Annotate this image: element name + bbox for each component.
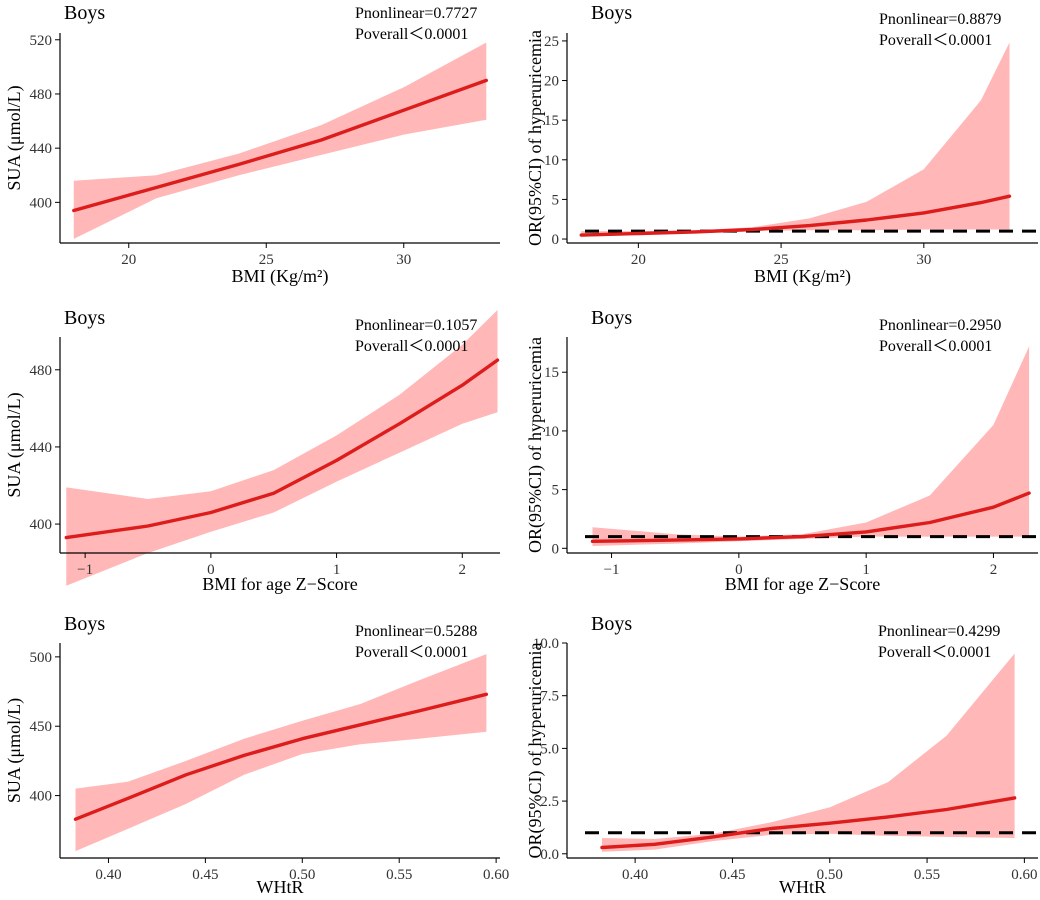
x-tick-label: 0.60 — [483, 867, 509, 883]
y-tick-label: 25 — [544, 34, 559, 50]
confidence-band — [592, 346, 1030, 546]
x-tick-label: 30 — [916, 252, 931, 268]
y-tick-label: 20 — [544, 74, 559, 90]
confidence-band — [66, 310, 498, 586]
x-tick-label: 0.45 — [192, 867, 218, 883]
y-tick-label: 480 — [30, 363, 53, 379]
x-tick-label: 0.45 — [719, 867, 745, 883]
p-value-annotation: Pnonlinear=0.8879 — [879, 11, 1001, 28]
confidence-band — [581, 42, 1010, 237]
x-tick-label: 0.50 — [289, 867, 315, 883]
y-tick-label: 400 — [30, 517, 53, 533]
x-tick-label: 25 — [774, 252, 789, 268]
y-tick-label: 15 — [544, 365, 559, 381]
x-tick-label: −1 — [604, 562, 620, 578]
x-tick-label: −1 — [77, 562, 93, 578]
x-axis-title: BMI (Kg/m²) — [232, 266, 329, 287]
y-axis-title: SUA (μmol/L) — [4, 85, 25, 190]
y-tick-label: 2.5 — [540, 794, 559, 810]
panel-3: −1 0 1 2 400 440 480 Boys Pnonlinear=0.1057 Pover… — [4, 307, 500, 594]
confidence-band — [602, 653, 1015, 852]
y-axis-title: SUA (μmol/L) — [4, 392, 25, 497]
panel-title: Boys — [591, 2, 632, 24]
x-tick-label: 25 — [259, 252, 274, 268]
fitted-curve — [64, 358, 500, 540]
x-tick-label: 0.50 — [817, 867, 843, 883]
y-tick-label: 520 — [30, 33, 53, 49]
y-tick-label: 10.0 — [533, 636, 559, 652]
panel-1: 20 25 30 400 440 480 520 Boys Pnonlinear=0.7727 P… — [4, 2, 500, 287]
y-tick-label: 500 — [30, 650, 53, 666]
x-axis-title: WHtR — [779, 877, 826, 897]
p-value-annotation: Poverall＜0.0001 — [879, 32, 992, 49]
x-tick-label: 2 — [990, 562, 998, 578]
y-tick-label: 10 — [544, 424, 559, 440]
panel-6: 0.40 0.45 0.50 0.55 0.60 0.0 2.5 5.0 7.5 10.0 Boys… — [525, 613, 1038, 897]
p-value-annotation: Pnonlinear=0.2950 — [879, 317, 1001, 334]
x-tick-label: 0.40 — [95, 867, 121, 883]
y-tick-label: 400 — [30, 789, 53, 805]
fitted-curve — [73, 692, 489, 821]
p-value-annotation: Poverall＜0.0001 — [879, 338, 992, 355]
y-tick-label: 400 — [30, 195, 53, 211]
y-axis-title: SUA (μmol/L) — [4, 698, 25, 803]
x-tick-label: 0.40 — [622, 867, 648, 883]
fitted-curve — [72, 78, 488, 213]
p-value-annotation: Pnonlinear=0.1057 — [355, 317, 477, 334]
panel-title: Boys — [591, 613, 632, 635]
x-tick-label: 0.55 — [386, 867, 412, 883]
p-value-annotation: Poverall＜0.0001 — [355, 26, 468, 43]
p-value-annotation: Pnonlinear=0.7727 — [355, 5, 477, 22]
x-axis-title: BMI for age Z−Score — [725, 574, 881, 594]
y-tick-label: 440 — [30, 440, 53, 456]
panel-4: −1 0 1 2 0 5 10 15 Boys Pnonlinear=0.2950 Poverall… — [525, 307, 1038, 594]
p-value-annotation: Pnonlinear=0.4299 — [878, 623, 1000, 640]
y-tick-label: 10 — [544, 153, 559, 169]
confidence-band — [73, 42, 487, 239]
y-tick-label: 0 — [552, 232, 560, 248]
x-tick-label: 0.60 — [1011, 867, 1037, 883]
x-tick-label: 30 — [396, 252, 411, 268]
y-axis-title: OR(95%CI) of hyperuricemia — [525, 337, 546, 553]
panel-title: Boys — [64, 307, 105, 329]
fitted-curve — [579, 194, 1012, 237]
panel-5: 0.40 0.45 0.50 0.55 0.60 400 450 500 Boys Pnonlin… — [4, 613, 509, 897]
fitted-curve — [600, 796, 1017, 850]
x-tick-label: 0 — [735, 562, 743, 578]
x-tick-label: 2 — [459, 562, 467, 578]
confidence-band — [75, 654, 487, 852]
x-tick-label: 1 — [862, 562, 870, 578]
y-tick-label: 5 — [552, 192, 560, 208]
x-axis-title: WHtR — [257, 877, 304, 897]
y-tick-label: 0 — [552, 541, 560, 557]
x-tick-label: 0.55 — [914, 867, 940, 883]
y-tick-label: 7.5 — [540, 689, 559, 705]
panel-title: Boys — [64, 613, 105, 635]
x-tick-label: 1 — [333, 562, 341, 578]
x-tick-label: 0 — [207, 562, 215, 578]
y-tick-label: 5 — [552, 483, 560, 499]
y-tick-label: 0.0 — [540, 847, 559, 863]
y-tick-label: 440 — [30, 141, 53, 157]
panel-title: Boys — [64, 2, 105, 24]
y-tick-label: 450 — [30, 719, 53, 735]
y-tick-label: 15 — [544, 113, 559, 129]
y-axis-title: OR(95%CI) of hyperuricemia — [525, 30, 546, 246]
y-tick-label: 5.0 — [540, 741, 559, 757]
p-value-annotation: Pnonlinear=0.5288 — [355, 623, 477, 640]
panel-title: Boys — [591, 307, 632, 329]
y-tick-label: 480 — [30, 87, 53, 103]
p-value-annotation: Poverall＜0.0001 — [355, 338, 468, 355]
panel-2: 20 25 30 0 5 10 15 20 25 Boys Pnonlinear=0.8879 Pov… — [525, 2, 1038, 287]
y-axis-title: OR(95%CI) of hyperuricemia — [525, 643, 546, 859]
x-tick-label: 20 — [631, 252, 646, 268]
fitted-curve — [590, 491, 1031, 543]
x-axis-title: BMI (Kg/m²) — [754, 266, 851, 287]
x-axis-title: BMI for age Z−Score — [202, 574, 358, 594]
p-value-annotation: Poverall＜0.0001 — [355, 644, 468, 661]
p-value-annotation: Poverall＜0.0001 — [878, 644, 991, 661]
x-tick-label: 20 — [121, 252, 136, 268]
